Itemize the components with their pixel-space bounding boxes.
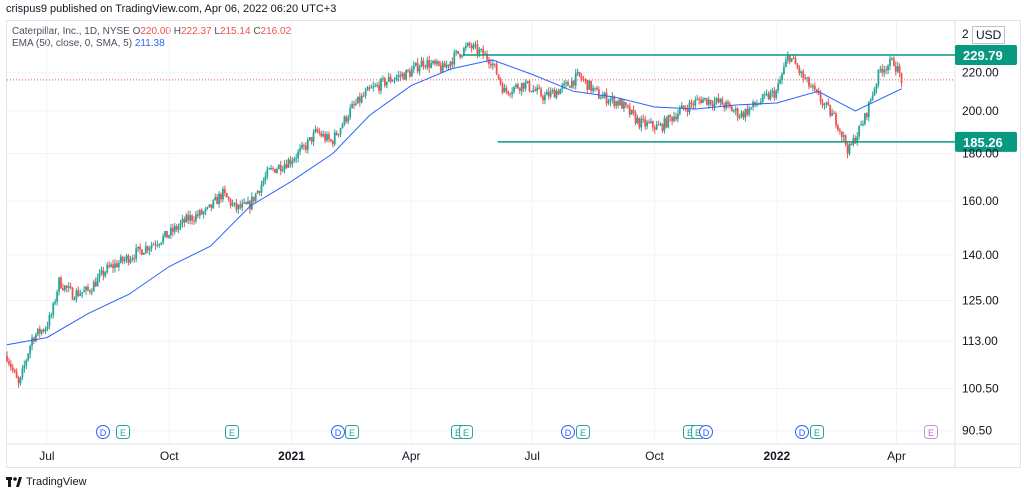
legend-high-label: H <box>173 26 181 37</box>
footer-brand: TradingView <box>26 476 87 488</box>
legend-low-value: 215.14 <box>219 26 251 37</box>
footer: TradingView <box>6 476 87 488</box>
legend-ema-value: 211.38 <box>134 38 165 49</box>
legend-symbol: Caterpillar, Inc., 1D, NYSE <box>12 26 130 37</box>
legend-open-value: 220.00 <box>140 26 171 37</box>
tradingview-logo-icon <box>6 477 22 487</box>
legend-low-label: L <box>214 26 220 37</box>
legend-ema: EMA (50, close, 0, SMA, 5) 211.38 <box>12 38 165 50</box>
currency-button[interactable]: USD <box>972 26 1006 44</box>
chart-frame <box>6 20 1021 468</box>
legend-ohlc: Caterpillar, Inc., 1D, NYSE O220.00 H222… <box>12 26 291 38</box>
publisher-credit: crispus9 published on TradingView.com, A… <box>6 3 337 15</box>
legend-high-value: 222.37 <box>181 26 212 37</box>
legend-close-label: C <box>253 26 261 37</box>
legend-ema-label: EMA (50, close, 0, SMA, 5) <box>12 38 133 49</box>
legend-open-label: O <box>132 26 141 37</box>
legend-close-value: 216.02 <box>260 26 292 37</box>
